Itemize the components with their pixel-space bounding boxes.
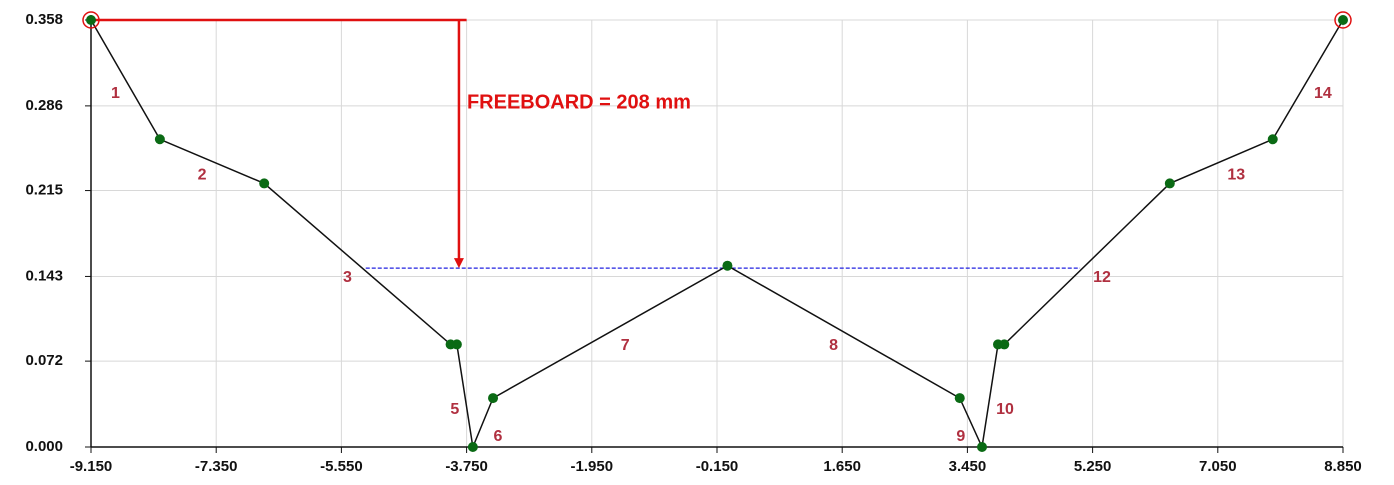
x-tick-label: -1.950 [571, 458, 614, 475]
point [467, 442, 478, 452]
x-tick-label: -9.150 [70, 458, 113, 475]
point [722, 260, 733, 271]
y-tick-label: 0.072 [25, 352, 63, 369]
segment-label: 1 [111, 85, 120, 102]
segment-label: 12 [1093, 269, 1111, 286]
arrow-head [453, 258, 464, 269]
x-tick-label: -3.750 [445, 458, 488, 475]
segment-label: 2 [198, 167, 207, 184]
x-tick-label: -7.350 [195, 458, 238, 475]
segment-label: 14 [1314, 85, 1332, 102]
point [1338, 15, 1348, 25]
x-tick-label: 8.850 [1324, 458, 1362, 475]
point [154, 134, 165, 145]
point [451, 339, 462, 350]
point [259, 178, 270, 189]
point [1164, 178, 1175, 189]
x-tick-label: 3.450 [949, 458, 987, 475]
x-tick-label: 7.050 [1199, 458, 1237, 475]
point [954, 393, 965, 404]
segment-label: 10 [996, 401, 1014, 418]
point [999, 339, 1010, 350]
end-ring [82, 11, 100, 29]
segment-label: 7 [621, 337, 630, 354]
x-tick-label: -0.150 [696, 458, 739, 475]
y-tick-label: 0.286 [25, 97, 63, 114]
segment-label: 9 [956, 428, 965, 445]
segment-label: 13 [1227, 167, 1245, 184]
y-tick-label: 0.000 [25, 438, 63, 455]
x-tick-label: -5.550 [320, 458, 363, 475]
point [86, 15, 96, 25]
segment-label: 5 [450, 401, 459, 418]
y-tick-label: 0.215 [25, 182, 63, 199]
freeboard-label: FREEBOARD = 208 mm [467, 91, 691, 113]
segment-label: 8 [829, 337, 838, 354]
point [1267, 134, 1278, 145]
segment-label: 6 [493, 428, 502, 445]
point [977, 442, 988, 452]
y-tick-label: 0.358 [25, 11, 63, 28]
point [488, 393, 499, 404]
y-tick-label: 0.143 [25, 267, 63, 284]
segment-label: 3 [343, 269, 352, 286]
end-ring [1334, 11, 1352, 29]
x-tick-label: 5.250 [1074, 458, 1112, 475]
x-tick-label: 1.650 [823, 458, 861, 475]
